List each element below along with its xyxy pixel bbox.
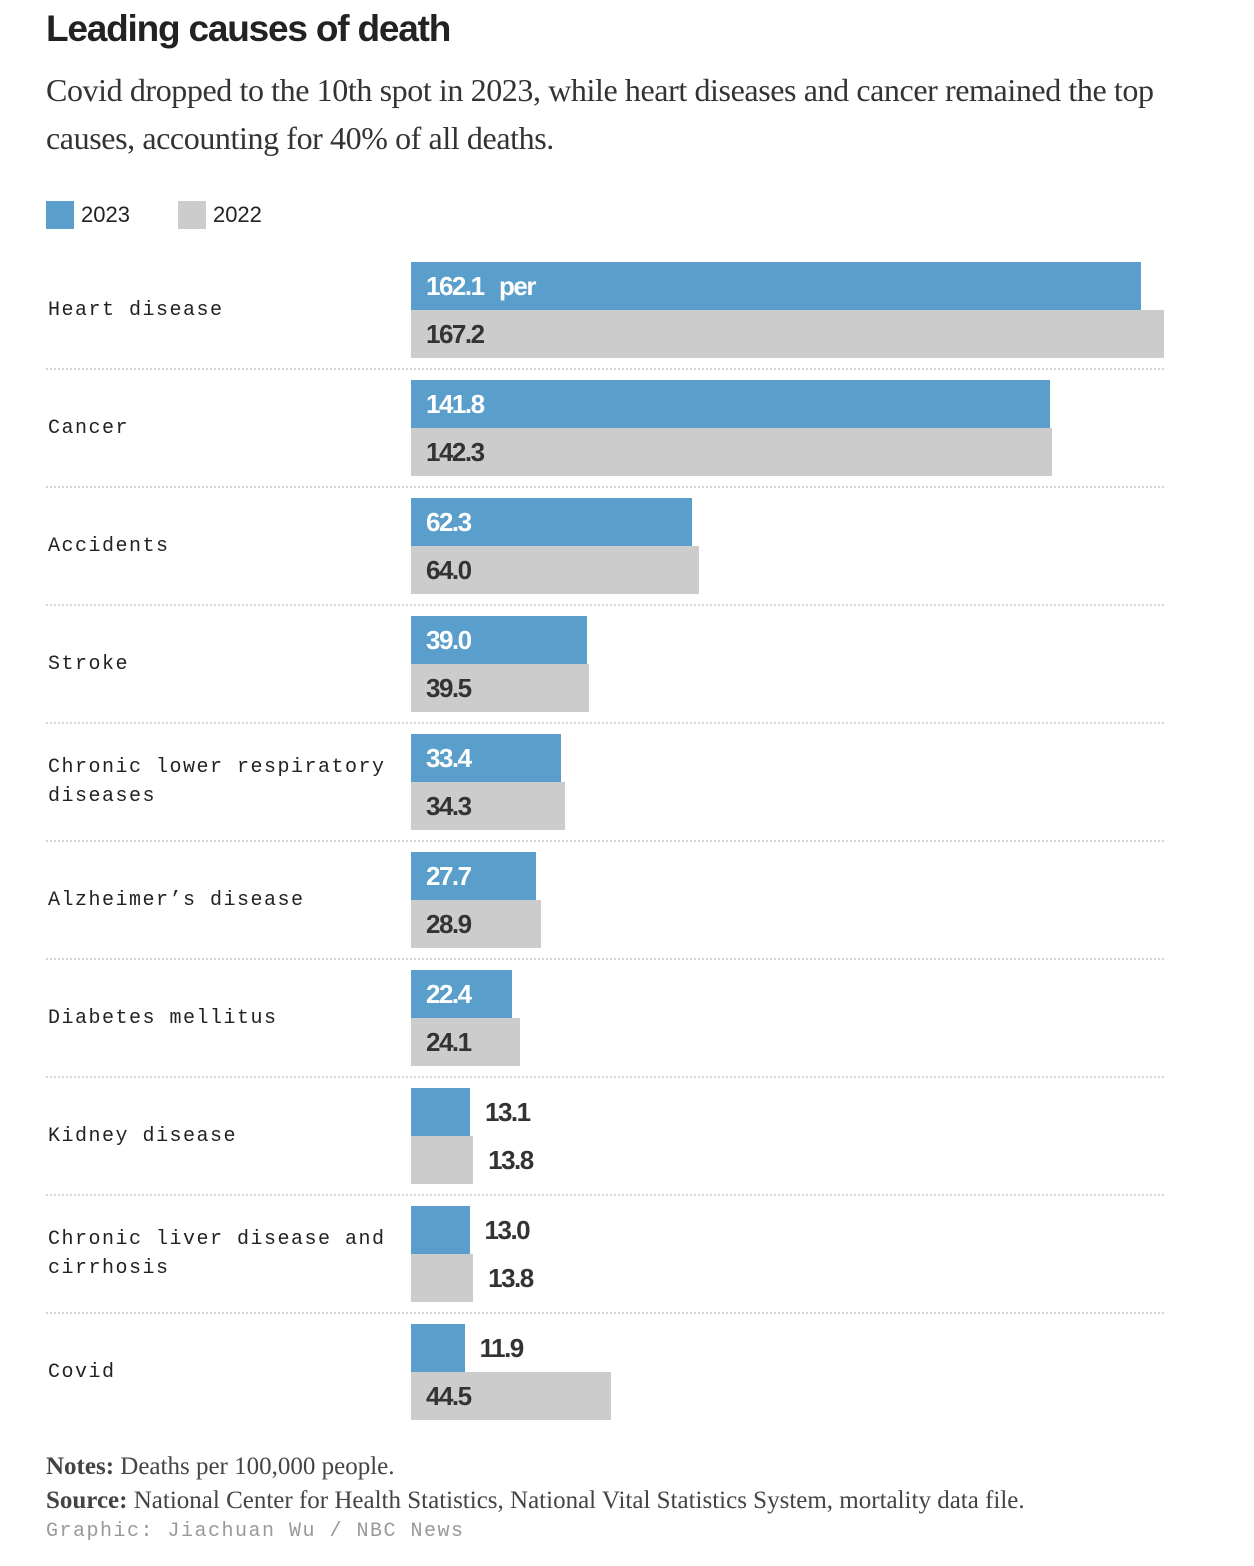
data-label-2022: 13.8 — [488, 1263, 534, 1293]
bar-2023 — [411, 734, 562, 782]
row-divider — [46, 604, 1164, 606]
notes-label: Notes: — [46, 1453, 115, 1480]
bar-2023 — [411, 498, 692, 546]
bar-2022 — [411, 1136, 474, 1184]
row-divider — [46, 1194, 1164, 1196]
category-label: Chronic lower respiratory diseases — [48, 756, 386, 808]
data-label-2023: 13.1 — [484, 1097, 531, 1127]
bar-2023 — [411, 970, 512, 1018]
bar-2022 — [411, 782, 566, 830]
data-label-2023: 27.7 — [426, 861, 472, 891]
bar-2022 — [411, 310, 1164, 358]
data-label-2023: 162.1 — [426, 271, 485, 301]
row-divider — [46, 958, 1164, 960]
bar-2023 — [411, 1088, 470, 1136]
category-label: Covid — [48, 1360, 116, 1384]
bar-2023 — [411, 1324, 465, 1372]
row-divider — [46, 722, 1164, 724]
bar-2022 — [411, 664, 589, 712]
bar-2022 — [411, 1018, 520, 1066]
bar-2022 — [411, 546, 700, 594]
data-label-2023: 141.8 — [426, 389, 485, 419]
legend-label-2023: 2023 — [81, 202, 130, 227]
category-label: Heart disease — [48, 298, 224, 322]
chart-title: Leading causes of death — [46, 8, 451, 49]
source-text: National Center for Health Statistics, N… — [133, 1487, 1025, 1514]
data-label-2022: 167.2 — [426, 319, 485, 349]
legend-item-2023: 2023 — [46, 201, 130, 229]
bar-2023 — [411, 616, 587, 664]
legend-swatch-2022 — [177, 201, 206, 229]
notes-line: Notes: Deaths per 100,000 people. — [46, 1450, 1025, 1484]
data-label-2022: 44.5 — [426, 1381, 472, 1411]
category-label: Alzheimer’s disease — [48, 888, 305, 912]
credit: Graphic: Jiachuan Wu / NBC News — [46, 1520, 465, 1543]
bar-2023 — [411, 1206, 470, 1254]
source-line: Source: National Center for Health Stati… — [46, 1484, 1025, 1518]
bar-2022 — [411, 1254, 474, 1302]
data-label-2023: 39.0 — [426, 625, 472, 655]
legend-swatch-2023 — [46, 201, 74, 229]
data-label-2022: 24.1 — [426, 1027, 472, 1057]
chart-subtitle: Covid dropped to the 10th spot in 2023, … — [46, 72, 1154, 156]
category-label: Kidney disease — [48, 1124, 238, 1148]
data-label-2022: 28.9 — [426, 909, 472, 939]
row-divider — [46, 486, 1164, 488]
data-label-2023: 13.0 — [484, 1215, 531, 1245]
row-divider — [46, 368, 1164, 370]
row-divider — [46, 840, 1164, 842]
bar-2023 — [411, 380, 1050, 428]
bar-2022 — [411, 1372, 612, 1420]
notes: Notes: Deaths per 100,000 people. Source… — [46, 1450, 1025, 1518]
bar-2022 — [411, 900, 542, 948]
notes-text: Deaths per 100,000 people. — [120, 1453, 395, 1480]
category-label: Cancer — [48, 416, 130, 440]
category-label: Stroke — [48, 652, 130, 676]
data-label-2022: 39.5 — [426, 673, 472, 703]
bar-2022 — [411, 428, 1052, 476]
data-label-2022: 64.0 — [426, 555, 472, 585]
bar-2023 — [411, 262, 1142, 310]
row-divider — [46, 1312, 1164, 1314]
row-divider — [46, 1076, 1164, 1078]
legend-item-2022: 2022 — [177, 201, 262, 229]
category-label: Accidents — [48, 534, 170, 558]
data-label-2022: 34.3 — [426, 791, 472, 821]
category-label: Diabetes mellitus — [48, 1006, 278, 1030]
data-label-2023: 33.4 — [426, 743, 472, 773]
data-label-2022: 142.3 — [426, 437, 485, 467]
bar-2023 — [411, 852, 536, 900]
data-label-2023: 11.9 — [479, 1333, 525, 1363]
data-label-2023: 62.3 — [426, 507, 472, 537]
data-label-2022: 13.8 — [488, 1145, 534, 1175]
legend-label-2022: 2022 — [212, 202, 262, 227]
category-label: Chronic liver disease and cirrhosis — [48, 1228, 386, 1280]
data-label-2023: 22.4 — [426, 979, 472, 1009]
legend: 2023 2022 — [46, 201, 310, 229]
source-label: Source: — [46, 1487, 128, 1514]
